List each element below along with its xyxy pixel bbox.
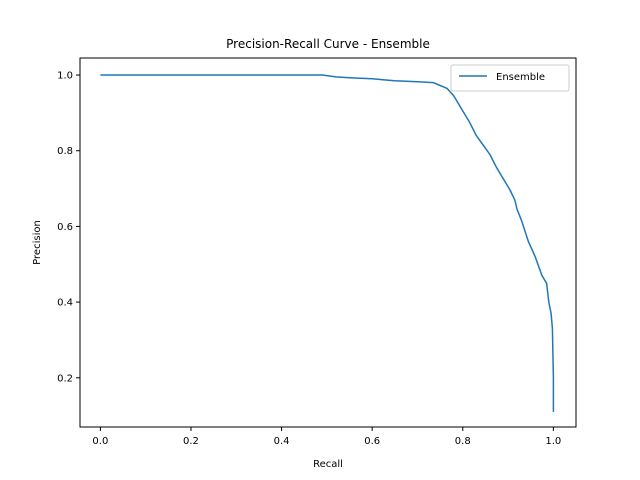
y-tick-label: 0.4 (57, 298, 73, 309)
x-tick-label: 1.0 (545, 436, 561, 447)
y-axis-label: Precision (32, 220, 43, 265)
y-axis-ticks: 0.2 0.4 0.6 0.8 1.0 (57, 71, 80, 384)
legend-label-ensemble: Ensemble (496, 72, 545, 83)
x-tick-label: 0.2 (183, 436, 199, 447)
y-tick-label: 0.8 (57, 146, 73, 157)
x-axis-label: Recall (313, 459, 343, 470)
x-tick-label: 0.4 (274, 436, 290, 447)
x-tick-label: 0.6 (364, 436, 380, 447)
x-axis-ticks: 0.0 0.2 0.4 0.6 0.8 1.0 (92, 427, 561, 447)
chart-title: Precision-Recall Curve - Ensemble (226, 37, 430, 51)
plot-area: 0.0 0.2 0.4 0.6 0.8 1.0 0.2 0.4 0.6 0.8 1.0 (57, 57, 577, 447)
y-tick-label: 0.6 (57, 222, 73, 233)
series-line-ensemble (100, 74, 555, 412)
y-tick-label: 0.2 (57, 373, 73, 384)
series-layer (100, 74, 555, 412)
legend: Ensemble (450, 64, 570, 92)
legend-box (450, 64, 570, 92)
x-tick-label: 0.8 (455, 436, 471, 447)
x-tick-label: 0.0 (92, 436, 108, 447)
axes-frame (79, 57, 577, 428)
y-tick-label: 1.0 (57, 71, 73, 82)
